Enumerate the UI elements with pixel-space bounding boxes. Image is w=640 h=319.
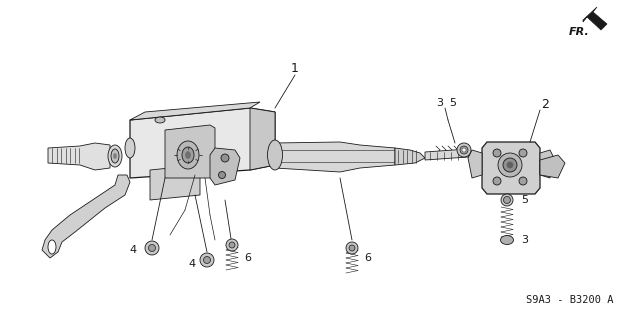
Ellipse shape	[148, 244, 156, 251]
Ellipse shape	[498, 153, 522, 177]
Text: 1: 1	[291, 62, 299, 75]
Ellipse shape	[218, 172, 225, 179]
Polygon shape	[150, 165, 200, 200]
Text: 2: 2	[541, 98, 549, 110]
Text: 5: 5	[522, 195, 529, 205]
Text: 4: 4	[188, 259, 196, 269]
Polygon shape	[275, 142, 395, 172]
Polygon shape	[540, 155, 565, 178]
Ellipse shape	[226, 239, 238, 251]
Ellipse shape	[125, 138, 135, 158]
Polygon shape	[425, 149, 470, 160]
Ellipse shape	[108, 145, 122, 167]
Ellipse shape	[493, 149, 501, 157]
Ellipse shape	[504, 197, 511, 204]
Ellipse shape	[145, 241, 159, 255]
Ellipse shape	[493, 177, 501, 185]
Ellipse shape	[268, 140, 282, 170]
Polygon shape	[130, 108, 275, 178]
Polygon shape	[482, 142, 540, 194]
Ellipse shape	[460, 146, 468, 154]
Text: FR.: FR.	[569, 27, 589, 37]
Ellipse shape	[462, 148, 466, 152]
Ellipse shape	[519, 149, 527, 157]
Text: 6: 6	[244, 253, 252, 263]
Polygon shape	[250, 108, 275, 170]
Text: 6: 6	[365, 253, 371, 263]
Text: S9A3 - B3200 A: S9A3 - B3200 A	[526, 295, 614, 305]
Ellipse shape	[177, 141, 199, 169]
Ellipse shape	[500, 235, 513, 244]
Ellipse shape	[200, 253, 214, 267]
Polygon shape	[165, 125, 215, 178]
Ellipse shape	[182, 147, 194, 163]
Ellipse shape	[48, 240, 56, 254]
Text: 5: 5	[449, 98, 456, 108]
Polygon shape	[130, 102, 260, 120]
Ellipse shape	[229, 242, 235, 248]
Ellipse shape	[507, 162, 513, 168]
Text: 3: 3	[436, 98, 444, 108]
Text: 4: 4	[129, 245, 136, 255]
Ellipse shape	[346, 242, 358, 254]
Polygon shape	[48, 143, 110, 170]
Polygon shape	[468, 150, 482, 178]
Text: 3: 3	[522, 235, 529, 245]
Ellipse shape	[221, 154, 229, 162]
Polygon shape	[210, 148, 240, 185]
Ellipse shape	[501, 194, 513, 206]
Polygon shape	[540, 150, 554, 178]
Polygon shape	[42, 175, 130, 258]
Ellipse shape	[204, 256, 211, 263]
Ellipse shape	[186, 152, 191, 159]
Ellipse shape	[457, 143, 471, 157]
Ellipse shape	[519, 177, 527, 185]
Ellipse shape	[503, 158, 517, 172]
Ellipse shape	[113, 153, 116, 159]
Polygon shape	[583, 7, 607, 30]
Ellipse shape	[155, 117, 165, 123]
Ellipse shape	[349, 245, 355, 251]
Ellipse shape	[111, 149, 119, 163]
Polygon shape	[395, 148, 425, 165]
